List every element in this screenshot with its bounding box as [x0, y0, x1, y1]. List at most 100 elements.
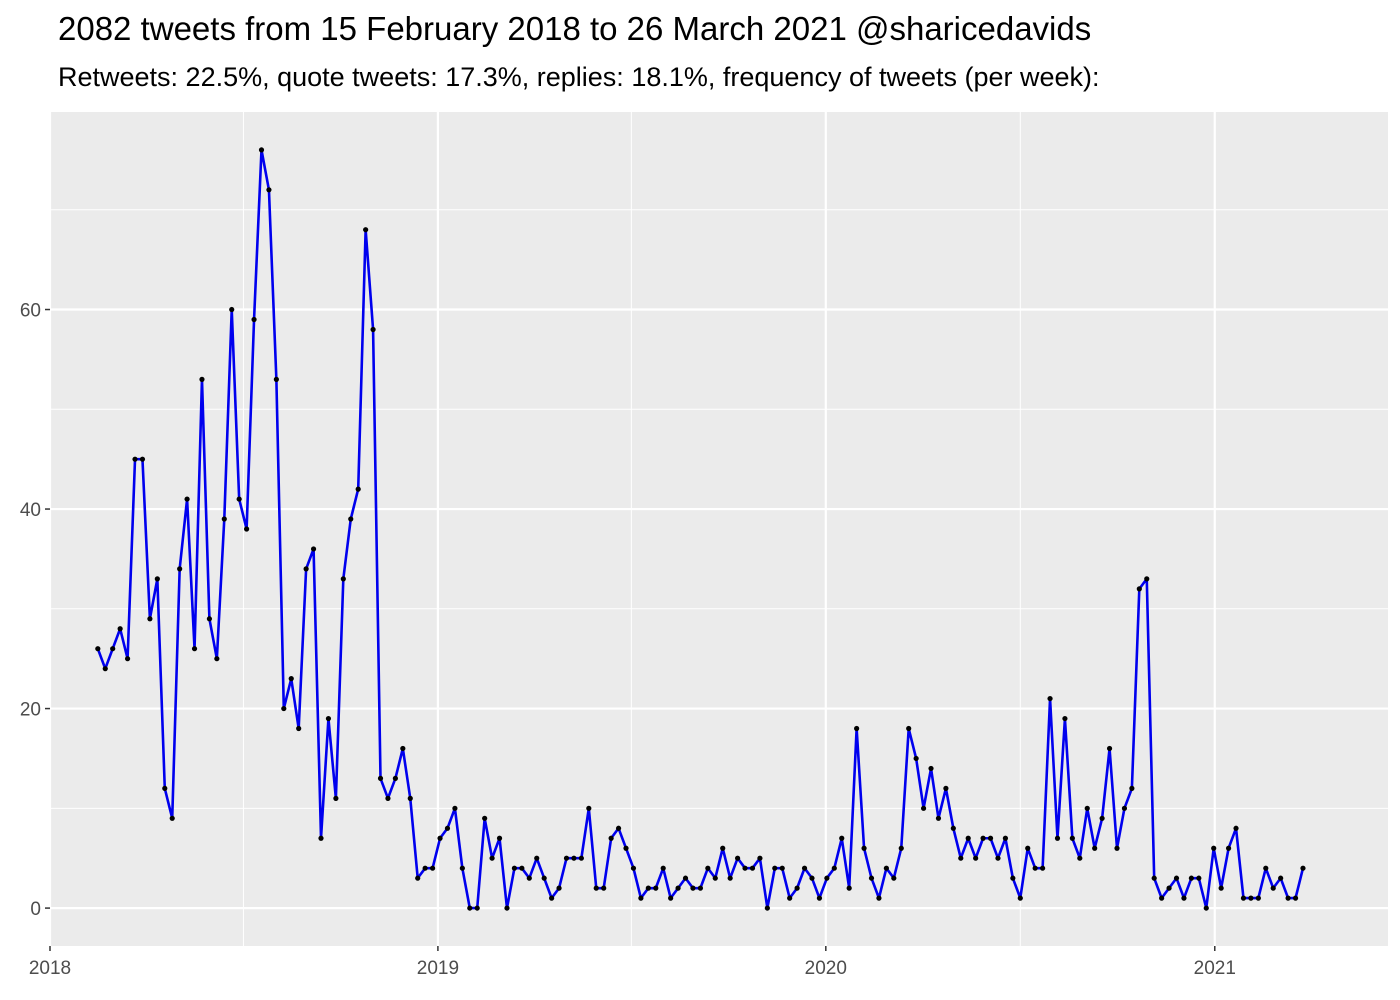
data-point — [422, 865, 428, 871]
data-point — [727, 875, 733, 881]
chart-subtitle: Retweets: 22.5%, quote tweets: 17.3%, re… — [58, 62, 1100, 92]
data-point — [586, 805, 592, 811]
data-point — [1270, 885, 1276, 891]
data-point — [519, 865, 525, 871]
data-point — [958, 855, 964, 861]
data-point — [139, 456, 146, 462]
data-point — [660, 865, 666, 871]
data-point — [868, 875, 875, 881]
x-tick-label: 2019 — [417, 958, 459, 979]
data-point — [943, 785, 949, 791]
data-point — [303, 566, 309, 572]
data-point — [400, 745, 406, 752]
data-point — [429, 865, 436, 871]
data-point — [266, 187, 272, 193]
data-point — [1144, 576, 1150, 582]
y-tick-label: 0 — [30, 899, 41, 920]
data-point — [214, 656, 220, 662]
data-point — [608, 835, 614, 841]
data-point — [1159, 895, 1165, 901]
data-point — [824, 875, 830, 881]
data-point — [645, 885, 651, 891]
data-point — [437, 835, 443, 841]
data-point — [801, 865, 808, 871]
data-point — [787, 895, 793, 901]
data-point — [816, 895, 823, 901]
y-tick-label: 60 — [20, 301, 41, 322]
data-point — [407, 795, 413, 801]
data-point — [563, 855, 570, 861]
data-point — [861, 845, 867, 851]
data-point — [1025, 845, 1031, 851]
data-point — [876, 895, 882, 901]
data-point — [653, 885, 659, 891]
data-point — [392, 775, 398, 782]
data-point — [444, 825, 451, 831]
data-point — [809, 875, 815, 881]
data-point — [258, 147, 265, 153]
data-point — [184, 496, 190, 502]
data-point — [1240, 895, 1247, 901]
data-point — [623, 845, 629, 851]
data-point — [906, 725, 912, 732]
data-point — [504, 905, 510, 911]
data-point — [452, 805, 458, 811]
data-point — [601, 885, 607, 891]
data-point — [177, 566, 183, 572]
data-point — [489, 855, 495, 861]
data-point — [162, 785, 168, 791]
data-point — [578, 855, 584, 861]
data-point — [251, 316, 257, 323]
data-point — [1248, 895, 1254, 901]
data-point — [1173, 875, 1180, 881]
data-point — [1136, 586, 1142, 592]
data-point — [742, 865, 748, 871]
data-point — [854, 725, 860, 732]
data-point — [363, 227, 369, 233]
data-point — [757, 855, 763, 861]
data-point — [221, 516, 227, 522]
data-point — [764, 905, 770, 911]
data-point — [987, 835, 994, 841]
data-point — [236, 496, 242, 502]
data-point — [482, 815, 488, 821]
data-point — [1151, 875, 1157, 881]
plot-panel — [50, 112, 1388, 946]
data-point — [697, 885, 704, 891]
data-point — [1218, 885, 1224, 891]
data-point — [541, 875, 547, 881]
data-point — [496, 835, 503, 841]
data-point — [735, 855, 741, 861]
data-point — [467, 905, 473, 911]
data-point — [296, 725, 302, 732]
data-point — [348, 516, 354, 522]
data-point — [928, 765, 934, 772]
data-point — [377, 775, 384, 782]
data-point — [526, 875, 532, 881]
data-point — [973, 855, 979, 861]
data-point — [556, 885, 562, 891]
data-point — [1106, 745, 1113, 752]
data-point — [1285, 895, 1291, 901]
data-point — [749, 865, 756, 871]
data-point — [199, 376, 205, 382]
data-point — [370, 326, 376, 333]
data-point — [549, 895, 555, 901]
data-point — [132, 456, 138, 462]
data-point — [891, 875, 897, 881]
data-point — [1032, 865, 1038, 871]
data-point — [229, 306, 235, 313]
data-point — [415, 875, 421, 881]
data-point — [935, 815, 942, 821]
data-point — [511, 865, 518, 871]
data-point — [1054, 835, 1061, 841]
data-point — [288, 676, 294, 682]
data-point — [534, 855, 540, 861]
data-point — [273, 376, 279, 382]
data-point — [310, 546, 317, 552]
data-point — [668, 895, 674, 901]
data-point — [1225, 845, 1232, 851]
data-point — [675, 885, 681, 891]
data-point — [965, 835, 971, 841]
data-point — [1114, 845, 1120, 851]
